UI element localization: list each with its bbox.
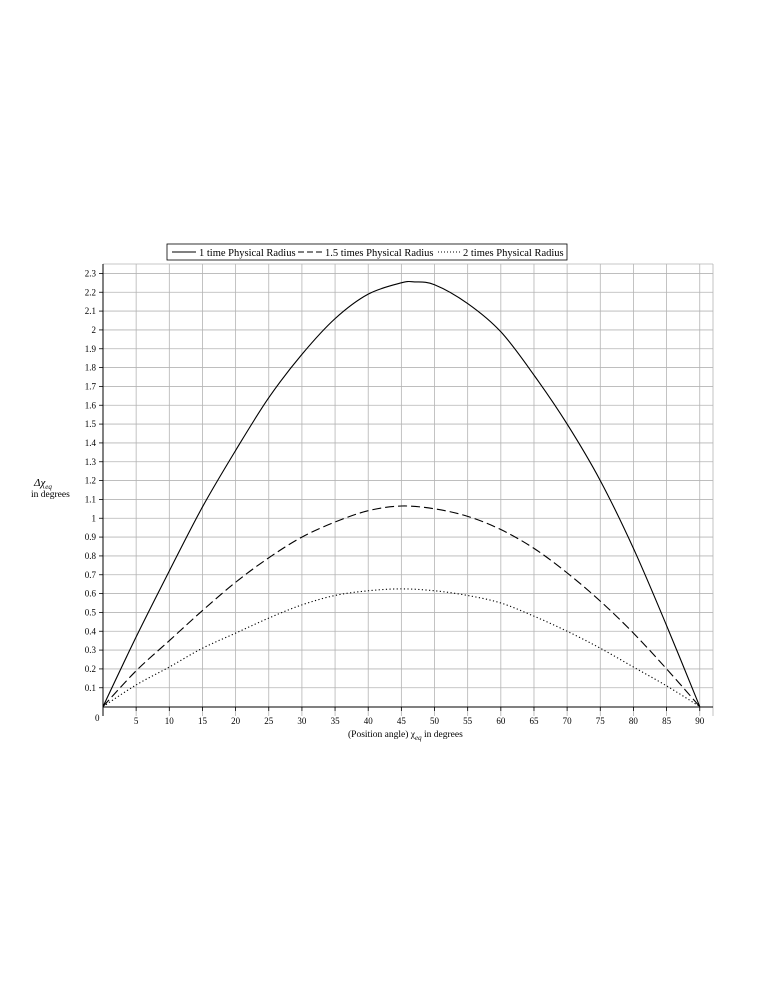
- x-tick-label: 35: [331, 716, 341, 726]
- y-tick-label: 1.7: [85, 381, 97, 391]
- y-tick-label: 1.3: [85, 457, 97, 467]
- x-tick-label: 55: [463, 716, 473, 726]
- x-tick-label: 5: [134, 716, 139, 726]
- legend: 1 time Physical Radius 1.5 times Physica…: [166, 243, 568, 261]
- x-tick-label: 10: [165, 716, 175, 726]
- x-tick-label: 65: [529, 716, 539, 726]
- series-line-solid: [102, 280, 701, 707]
- y-tick-label: 0.5: [85, 607, 97, 617]
- series-line-dashed: [102, 505, 701, 707]
- x-axis-label-main: (Position angle) χ: [348, 729, 416, 740]
- y-tick-label: 0.2: [85, 664, 96, 674]
- y-tick-label: 1.5: [85, 419, 97, 429]
- legend-entry-2: 1.5 times Physical Radius: [325, 248, 434, 259]
- y-tick-label: 1.2: [85, 476, 96, 486]
- origin-label: 0: [95, 713, 100, 723]
- x-tick-label: 90: [695, 716, 705, 726]
- x-tick-label: 45: [397, 716, 407, 726]
- svg-text:Δχeq: Δχeq: [33, 477, 52, 491]
- y-tick-label: 0.4: [85, 626, 97, 636]
- y-tick-label: 1.6: [85, 400, 97, 410]
- x-tick-label: 60: [496, 716, 506, 726]
- legend-entry-1: 1 time Physical Radius: [199, 248, 296, 259]
- x-tick-label: 80: [629, 716, 639, 726]
- x-tick-label: 70: [563, 716, 573, 726]
- legend-entry-3: 2 times Physical Radius: [463, 248, 564, 259]
- tick-labels: 0.1 0.2 0.3 0.4 0.5 0.6 0.7 0.8 0.9 1 1.1 1.2 1.3 1.4…: [85, 268, 705, 726]
- x-axis-label: (Position angle) χeq in degrees: [348, 729, 463, 742]
- y-tick-label: 2.2: [85, 287, 96, 297]
- legend-box: [166, 243, 568, 261]
- y-tick-label: 1.8: [85, 363, 97, 373]
- y-tick-label: 0.3: [85, 645, 97, 655]
- grid: [103, 263, 714, 716]
- svg-text:(Position angle) χeq in degre: (Position angle) χeq in degrees: [348, 729, 463, 742]
- y-tick-label: 0.1: [85, 683, 96, 693]
- series-lines: [102, 280, 701, 708]
- x-tick-label: 30: [297, 716, 307, 726]
- y-tick-label: 2: [92, 325, 97, 335]
- x-tick-label: 25: [264, 716, 274, 726]
- x-tick-label: 20: [231, 716, 241, 726]
- y-axis-label-main: Δχ: [33, 477, 46, 489]
- series-line-dotted: [102, 588, 701, 708]
- x-axis-label-tail: in degrees: [422, 730, 463, 740]
- y-tick-label: 0.9: [85, 532, 97, 542]
- x-tick-label: 75: [596, 716, 606, 726]
- x-tick-label: 40: [364, 716, 374, 726]
- y-tick-label: 0.7: [85, 570, 97, 580]
- y-axis-label: Δχeq in degrees: [31, 477, 70, 500]
- x-axis-label-sub: eq: [415, 734, 422, 742]
- axes: [99, 264, 713, 716]
- y-tick-label: 1.4: [85, 438, 97, 448]
- y-tick-label: 2.1: [85, 306, 96, 316]
- y-tick-label: 2.3: [85, 268, 97, 278]
- y-tick-label: 1.1: [85, 494, 96, 504]
- y-axis-label-sub: eq: [45, 483, 52, 491]
- y-tick-label: 1: [92, 513, 97, 523]
- x-tick-label: 15: [198, 716, 208, 726]
- x-tick-label: 50: [430, 716, 440, 726]
- y-axis-label-units: in degrees: [31, 490, 70, 500]
- y-tick-label: 1.9: [85, 344, 97, 354]
- x-tick-label: 85: [662, 716, 672, 726]
- y-tick-label: 0.8: [85, 551, 97, 561]
- y-tick-label: 0.6: [85, 589, 97, 599]
